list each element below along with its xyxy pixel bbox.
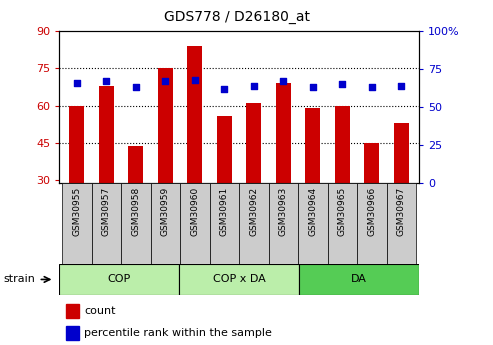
Text: percentile rank within the sample: percentile rank within the sample [84, 328, 272, 338]
Text: GSM30955: GSM30955 [72, 187, 81, 236]
Text: count: count [84, 306, 116, 316]
Text: COP: COP [107, 275, 131, 284]
Text: strain: strain [3, 275, 35, 284]
FancyBboxPatch shape [298, 183, 328, 264]
FancyBboxPatch shape [299, 264, 419, 295]
Bar [306, 108, 320, 183]
Point [338, 81, 346, 87]
FancyBboxPatch shape [180, 183, 210, 264]
FancyBboxPatch shape [92, 183, 121, 264]
Bar [67, 326, 79, 340]
FancyBboxPatch shape [62, 183, 92, 264]
Point [309, 85, 317, 90]
Point [368, 85, 376, 90]
FancyBboxPatch shape [150, 183, 180, 264]
Text: GSM30967: GSM30967 [397, 187, 406, 236]
FancyBboxPatch shape [59, 264, 179, 295]
FancyBboxPatch shape [387, 183, 416, 264]
Bar [187, 46, 202, 183]
Bar [276, 83, 291, 183]
Bar [246, 103, 261, 183]
FancyBboxPatch shape [210, 183, 239, 264]
Bar [129, 146, 143, 183]
Text: GSM30957: GSM30957 [102, 187, 111, 236]
Bar [364, 143, 379, 183]
FancyBboxPatch shape [239, 183, 269, 264]
FancyBboxPatch shape [328, 183, 357, 264]
Text: GSM30958: GSM30958 [131, 187, 141, 236]
Text: GSM30963: GSM30963 [279, 187, 288, 236]
FancyBboxPatch shape [357, 183, 387, 264]
Point [161, 78, 169, 84]
Point [191, 77, 199, 82]
Bar [217, 116, 232, 183]
Text: GSM30960: GSM30960 [190, 187, 199, 236]
Bar [158, 68, 173, 183]
Text: GSM30962: GSM30962 [249, 187, 258, 236]
FancyBboxPatch shape [179, 264, 299, 295]
Point [280, 78, 287, 84]
Bar [335, 106, 350, 183]
Point [220, 86, 228, 91]
Text: GSM30964: GSM30964 [308, 187, 317, 236]
FancyBboxPatch shape [121, 183, 150, 264]
Text: GSM30959: GSM30959 [161, 187, 170, 236]
Text: GSM30961: GSM30961 [220, 187, 229, 236]
FancyBboxPatch shape [269, 183, 298, 264]
Bar [99, 86, 114, 183]
Bar [67, 304, 79, 318]
Bar [394, 123, 409, 183]
Point [73, 80, 81, 86]
Point [397, 83, 405, 88]
Text: GSM30965: GSM30965 [338, 187, 347, 236]
Text: DA: DA [351, 275, 367, 284]
Point [103, 78, 110, 84]
Text: COP x DA: COP x DA [213, 275, 265, 284]
Text: GSM30966: GSM30966 [367, 187, 376, 236]
Point [132, 85, 140, 90]
Bar [70, 106, 84, 183]
Point [250, 83, 258, 88]
Text: GDS778 / D26180_at: GDS778 / D26180_at [164, 10, 310, 24]
